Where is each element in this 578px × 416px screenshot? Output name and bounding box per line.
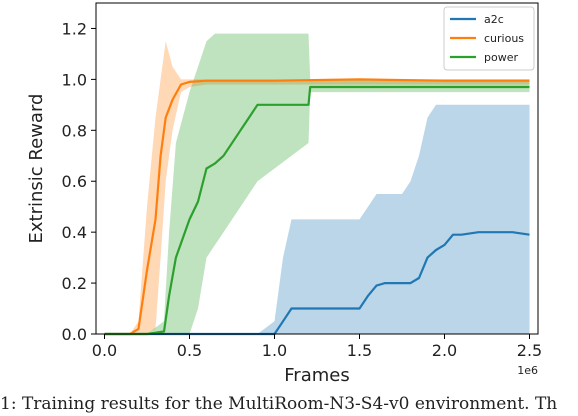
line-curious (104, 78, 530, 336)
legend-box (443, 6, 535, 71)
line-a2c (104, 231, 530, 336)
x-axis-label: Frames (284, 365, 349, 386)
x-tick-label: 1.5 (347, 341, 372, 360)
line-power (104, 85, 530, 336)
y-tick-label: 0.8 (62, 121, 87, 140)
band-curious (104, 41, 530, 334)
x-tick-label: 0.5 (177, 341, 202, 360)
band-a2c (104, 104, 530, 334)
confidence-bands (104, 33, 530, 334)
figure-caption: 1: Training results for the MultiRoom-N3… (0, 394, 558, 414)
x-tick-label: 2.0 (432, 341, 457, 360)
y-tick-label: 0.0 (62, 325, 87, 344)
y-axis-label: Extrinsic Reward (26, 94, 47, 244)
legend: a2c curious power (443, 6, 535, 71)
legend-label-curious: curious (484, 32, 524, 45)
x-tick-label: 2.5 (517, 341, 542, 360)
legend-label-a2c: a2c (484, 13, 504, 26)
y-axis-ticks: 0.0 0.2 0.4 0.6 0.8 1.0 1.2 (62, 19, 96, 344)
y-tick-label: 0.6 (62, 172, 87, 191)
legend-label-power: power (484, 51, 518, 64)
plot-frame (95, 2, 539, 335)
series-lines (104, 78, 530, 336)
y-tick-label: 1.0 (62, 70, 87, 89)
y-tick-label: 0.4 (62, 223, 87, 242)
x-tick-label: 1.0 (262, 341, 287, 360)
x-axis-ticks: 0.0 0.5 1.0 1.5 2.0 2.5 (92, 334, 542, 360)
y-tick-label: 1.2 (62, 19, 87, 38)
band-power (104, 33, 530, 334)
reward-chart: 0.0 0.5 1.0 1.5 2.0 2.5 0.0 0.2 0.4 0.6 0.8 1.0 1.2… (26, 2, 542, 386)
y-tick-label: 0.2 (62, 274, 87, 293)
x-axis-exponent: 1e6 (517, 364, 538, 377)
x-tick-label: 0.0 (92, 341, 117, 360)
